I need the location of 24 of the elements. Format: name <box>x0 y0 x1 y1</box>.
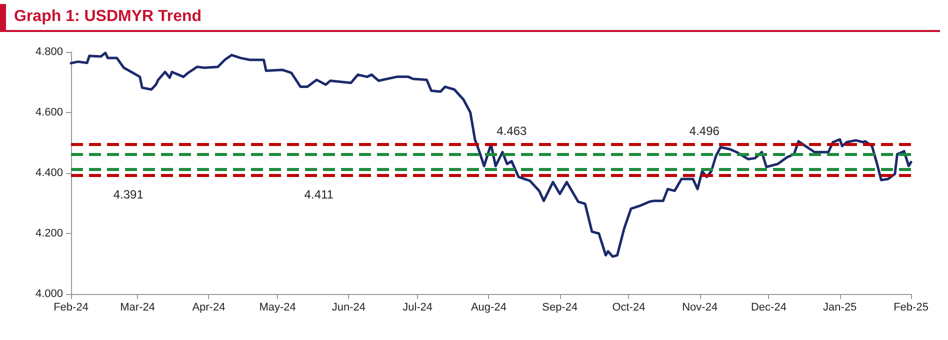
line-series <box>70 52 912 258</box>
x-tick-label: Mar-24 <box>120 302 155 314</box>
annotation: 4.411 <box>304 188 334 202</box>
x-tick-label: Aug-24 <box>470 302 506 314</box>
x-tick-label: Jul-24 <box>402 302 433 314</box>
y-tick-label: 4.200 <box>35 228 63 240</box>
chart-title: Graph 1: USDMYR Trend <box>0 4 940 32</box>
x-tick-label: Jun-24 <box>332 302 366 314</box>
annotation: 4.463 <box>496 124 527 138</box>
x-tick-label: Oct-24 <box>612 302 646 314</box>
annotation: 4.496 <box>689 124 720 138</box>
x-tick-label: Feb-25 <box>894 302 928 314</box>
x-tick-label: Apr-24 <box>192 302 226 314</box>
y-tick-label: 4.400 <box>35 167 63 179</box>
y-tick-label: 4.600 <box>35 106 63 118</box>
x-tick-label: Dec-24 <box>750 302 786 314</box>
annotation: 4.391 <box>113 188 144 202</box>
y-tick-label: 4.000 <box>35 288 63 300</box>
x-tick-label: May-24 <box>259 302 296 314</box>
x-tick-label: Jan-25 <box>823 302 857 314</box>
x-tick-label: Feb-24 <box>54 302 88 314</box>
y-tick-label: 4.800 <box>35 46 63 58</box>
x-tick-label: Sep-24 <box>542 302 578 314</box>
x-tick-label: Nov-24 <box>682 302 718 314</box>
